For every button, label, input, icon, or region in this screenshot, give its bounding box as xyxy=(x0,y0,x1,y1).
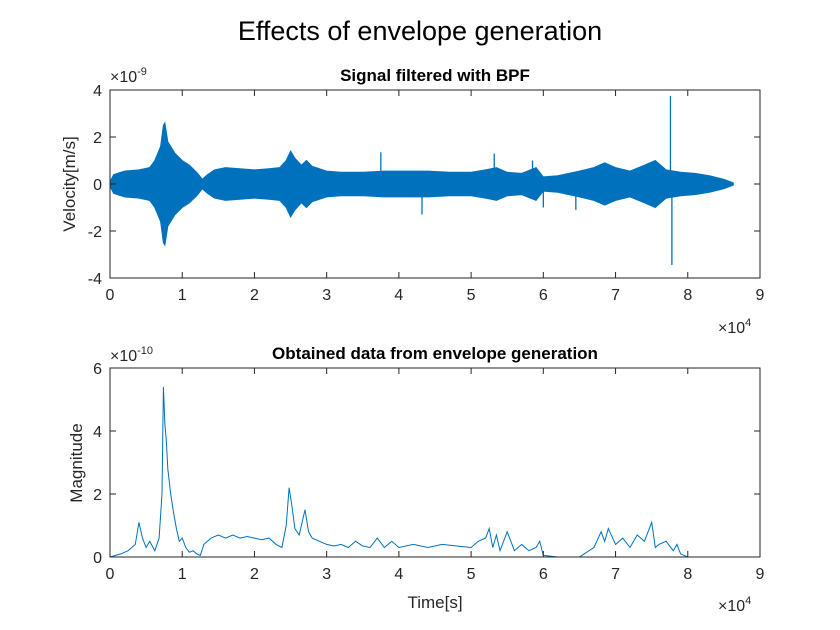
bottom-x-tick-label: 1 xyxy=(178,566,187,583)
top-axes-ticks: 0 1 2 3 4 5 6 7 8 9 -4 -2 0 2 4 xyxy=(88,83,765,304)
top-x-tick-label: 4 xyxy=(394,287,403,304)
top-y-exponent: ×10-9 xyxy=(110,66,147,86)
top-axes-box xyxy=(109,89,761,279)
bottom-y-tick-label: 2 xyxy=(93,487,102,504)
top-y-axis-label: Velocity[m/s] xyxy=(60,136,79,231)
top-x-tick-label: 2 xyxy=(250,287,259,304)
bottom-x-tick-label: 7 xyxy=(611,566,620,583)
bottom-y-tick-label: 0 xyxy=(93,550,102,567)
bottom-x-tick-label: 0 xyxy=(106,566,115,583)
bottom-x-tick-label: 3 xyxy=(322,566,331,583)
top-x-tick-label: 0 xyxy=(106,287,115,304)
top-signal-series xyxy=(109,95,734,266)
bottom-envelope-series xyxy=(109,386,734,558)
bottom-y-tick-label: 6 xyxy=(93,361,102,378)
figure-title: Effects of envelope generation xyxy=(238,16,602,46)
top-x-tick-label: 6 xyxy=(539,287,548,304)
top-x-tick-label: 1 xyxy=(178,287,187,304)
bottom-y-axis-label: Magnitude xyxy=(67,423,86,502)
top-y-tick-label: 0 xyxy=(93,177,102,194)
top-y-tick-label: 4 xyxy=(93,83,102,100)
top-y-tick-label: -2 xyxy=(88,224,102,241)
bottom-x-tick-label: 4 xyxy=(394,566,403,583)
bottom-x-exponent: ×104 xyxy=(718,595,751,615)
top-subplot: Signal filtered with BPF 0 1 2 3 4 5 6 7 8 9-4-20… xyxy=(60,66,765,337)
bottom-x-tick-label: 9 xyxy=(756,566,765,583)
bottom-subplot-title: Obtained data from envelope generation xyxy=(272,344,598,363)
top-x-tick-label: 7 xyxy=(611,287,620,304)
bottom-axes-ticks: 0 1 2 3 4 5 6 7 8 9 0 2 4 6 xyxy=(93,361,764,583)
top-subplot-title: Signal filtered with BPF xyxy=(340,66,530,85)
bottom-subplot: Obtained data from envelope generation 0… xyxy=(67,344,765,615)
top-y-tick-label: 2 xyxy=(93,130,102,147)
top-x-exponent: ×104 xyxy=(718,317,751,337)
top-x-tick-label: 5 xyxy=(467,287,476,304)
bottom-axes-background xyxy=(110,368,760,557)
top-x-tick-label: 8 xyxy=(683,287,692,304)
bottom-y-tick-label: 4 xyxy=(93,424,102,441)
bottom-y-exponent: ×10-10 xyxy=(110,345,153,365)
bottom-x-tick-label: 2 xyxy=(250,566,259,583)
bottom-x-tick-label: 6 xyxy=(539,566,548,583)
bottom-x-tick-label: 8 xyxy=(683,566,692,583)
bottom-x-axis-label: Time[s] xyxy=(407,593,462,612)
top-x-tick-label: 3 xyxy=(322,287,331,304)
top-y-tick-label: -4 xyxy=(88,271,102,288)
bottom-x-tick-label: 5 xyxy=(467,566,476,583)
bottom-axes-box xyxy=(109,367,761,558)
top-x-tick-label: 9 xyxy=(756,287,765,304)
envelope-line xyxy=(109,386,734,558)
